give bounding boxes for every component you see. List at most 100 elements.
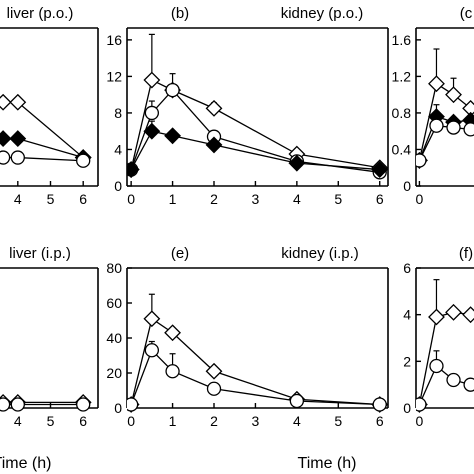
data-point [127, 161, 140, 178]
panel-f: 00 2 4 6 (f) [403, 245, 474, 429]
panel-d: 4 5 6 liver (i.p.) Time (h) [0, 245, 99, 472]
x-tick-label: 6 [79, 413, 87, 429]
series-line [130, 130, 380, 171]
data-point [9, 93, 27, 111]
data-point [10, 150, 25, 165]
series-open-circle [127, 73, 387, 180]
data-point [289, 393, 305, 409]
panel-label: (f) [459, 245, 473, 262]
series-open-circle [416, 350, 474, 412]
data-point [206, 381, 222, 396]
data-point [288, 154, 306, 172]
y-tick-label: 2 [403, 353, 411, 369]
y-tick-label: 0 [114, 400, 122, 416]
y-tick-label: 60 [106, 295, 122, 311]
x-tick-label: 0 [127, 191, 135, 207]
x-tick-label: 2 [210, 413, 218, 429]
y-tick-label: 0 [403, 178, 411, 194]
data-point [463, 377, 474, 392]
panel-label: (e) [171, 245, 189, 262]
plot-area [127, 293, 389, 413]
data-point [143, 71, 161, 89]
data-point [416, 153, 427, 168]
data-point [76, 397, 91, 412]
y-tick-label: 16 [106, 32, 122, 48]
panel-a: 4 5 6 liver (p.o.) [0, 5, 99, 207]
series-open-diamond [127, 33, 389, 178]
x-tick-label: 0 [416, 191, 424, 207]
panel-title: liver (i.p.) [9, 245, 71, 262]
series-open-circle [127, 340, 387, 412]
y-tick-label: 0.4 [392, 141, 412, 157]
data-point [10, 397, 25, 412]
data-point [445, 86, 462, 104]
data-point [0, 93, 12, 111]
data-point [429, 358, 444, 374]
series-line [418, 311, 471, 405]
data-point [144, 105, 160, 121]
y-tick-label: 8 [114, 105, 122, 121]
x-tick-label: 0 [416, 413, 424, 429]
x-axis-title: Time (h) [0, 455, 51, 472]
plot-area [416, 48, 474, 169]
x-tick-label: 5 [47, 191, 55, 207]
x-tick-label: 6 [376, 191, 384, 207]
data-point [446, 120, 461, 135]
x-tick-label: 4 [14, 413, 22, 429]
data-point [446, 372, 461, 388]
series-line [130, 79, 380, 170]
x-tick-label: 1 [169, 191, 177, 207]
series-open-diamond [416, 48, 474, 169]
x-tick-label: 3 [252, 191, 260, 207]
data-point [0, 150, 11, 165]
series-line [130, 89, 380, 173]
panel-title: kidney (p.o.) [281, 5, 364, 22]
x-axis-title: Time (h) [298, 455, 357, 472]
y-tick-label: 80 [106, 260, 122, 276]
plot-area [127, 33, 389, 180]
data-point [445, 303, 462, 321]
y-tick-label: 20 [106, 365, 122, 381]
data-point [164, 127, 181, 145]
data-point [0, 397, 11, 412]
plot-area [416, 279, 474, 413]
panel-label: (b) [171, 5, 189, 22]
data-point [164, 324, 181, 342]
data-point [428, 308, 445, 326]
data-point [143, 122, 161, 140]
series-line [130, 317, 380, 406]
y-tick-label: 40 [106, 330, 122, 346]
plot-area [0, 93, 92, 168]
data-point [9, 130, 27, 148]
series-line [3, 101, 84, 159]
x-tick-label: 5 [334, 191, 342, 207]
y-tick-label: 0 [114, 178, 122, 194]
data-point [205, 99, 223, 117]
data-point [205, 136, 223, 154]
x-tick-label: 6 [79, 191, 87, 207]
panel-title: liver (p.o.) [7, 5, 74, 22]
panel-title: kidney (i.p.) [281, 245, 359, 262]
data-point [76, 153, 91, 168]
x-tick-label: 4 [293, 191, 301, 207]
data-point [0, 130, 12, 148]
y-tick-label: 4 [403, 307, 411, 323]
data-point [165, 364, 180, 379]
panel-label: (c [460, 5, 473, 22]
y-tick-label: 4 [114, 141, 122, 157]
y-tick-label: 6 [403, 260, 411, 276]
data-point [416, 397, 427, 412]
series-open-circle [0, 397, 91, 412]
series-filled-diamond [127, 120, 389, 178]
data-point [428, 75, 445, 93]
data-point [127, 397, 139, 412]
series-line [418, 82, 471, 161]
y-tick-label: 1.6 [392, 32, 412, 48]
x-tick-label: 3 [252, 413, 260, 429]
data-point [429, 118, 444, 133]
y-tick-label: 0 [403, 400, 411, 416]
data-point [165, 82, 180, 98]
series-line [418, 115, 471, 161]
